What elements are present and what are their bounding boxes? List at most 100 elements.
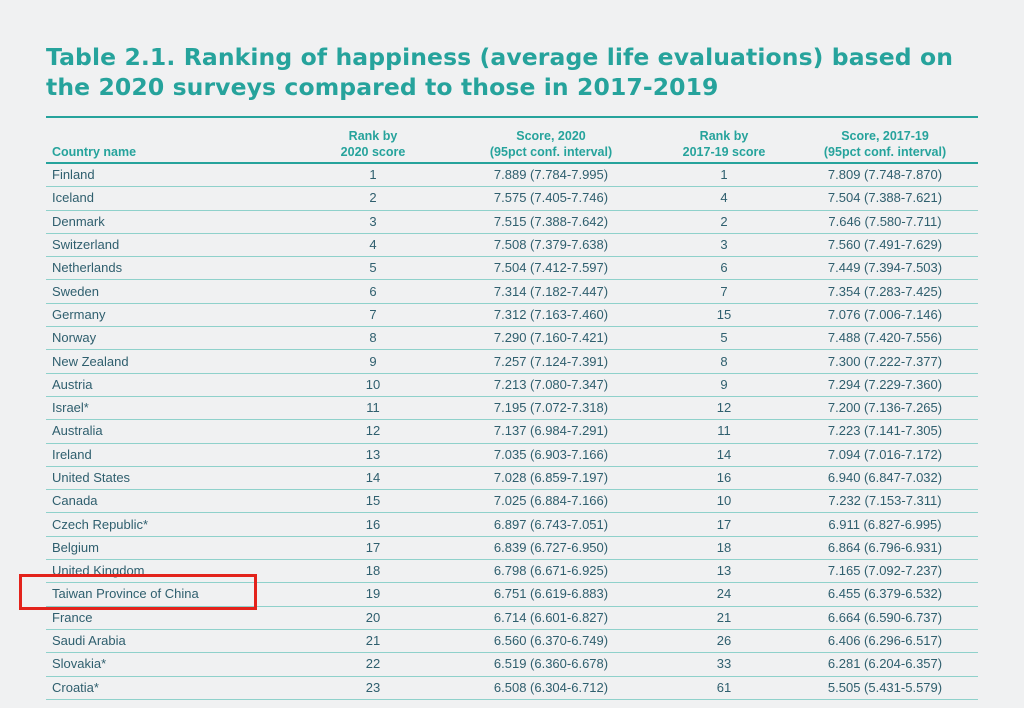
table-row: Czech Republic* 16 6.897 (6.743-7.051) 17 6.… — [46, 512, 978, 537]
cell-country-name: Saudi Arabia — [46, 629, 300, 654]
cell-rank-2017-19: 21 — [656, 606, 792, 630]
cell-score-2020: 7.889 (7.784-7.995) — [446, 163, 656, 188]
cell-country-name: Ireland — [46, 443, 300, 467]
cell-rank-2020: 8 — [300, 326, 446, 351]
table-row: United Kingdom 18 6.798 (6.671-6.925) 13 7.1… — [46, 559, 978, 584]
cell-score-2020: 7.025 (6.884-7.166) — [446, 489, 656, 514]
cell-rank-2017-19: 2 — [656, 210, 792, 234]
cell-country-name: Norway — [46, 326, 300, 351]
cell-rank-2020: 16 — [300, 512, 446, 537]
cell-rank-2020: 17 — [300, 536, 446, 561]
cell-score-2020: 6.839 (6.727-6.950) — [446, 536, 656, 561]
cell-score-2020: 6.751 (6.619-6.883) — [446, 582, 656, 607]
cell-score-2017-19: 7.809 (7.748-7.870) — [792, 163, 978, 188]
cell-country-name: Sweden — [46, 279, 300, 304]
cell-rank-2017-19: 61 — [656, 676, 792, 700]
cell-rank-2020: 6 — [300, 279, 446, 304]
cell-score-2020: 7.290 (7.160-7.421) — [446, 326, 656, 351]
cell-score-2017-19: 6.455 (6.379-6.532) — [792, 582, 978, 607]
cell-rank-2017-19: 8 — [656, 349, 792, 374]
table-title: Table 2.1. Ranking of happiness (average… — [46, 43, 954, 101]
cell-country-name: Finland — [46, 163, 300, 188]
cell-rank-2020: 13 — [300, 443, 446, 467]
cell-country-name: Denmark — [46, 210, 300, 234]
header-row: Country name Rank by 2020 score Score, 20… — [46, 118, 978, 164]
cell-rank-2017-19: 6 — [656, 256, 792, 281]
cell-score-2017-19: 7.646 (7.580-7.711) — [792, 210, 978, 234]
cell-country-name: France — [46, 606, 300, 630]
cell-rank-2020: 11 — [300, 396, 446, 421]
cell-rank-2017-19: 14 — [656, 443, 792, 467]
cell-country-name: Slovakia* — [46, 652, 300, 677]
cell-country-name: Croatia* — [46, 676, 300, 700]
cell-rank-2017-19: 12 — [656, 396, 792, 421]
cell-score-2017-19: 7.354 (7.283-7.425) — [792, 279, 978, 304]
cell-score-2017-19: 6.911 (6.827-6.995) — [792, 512, 978, 537]
cell-score-2020: 7.035 (6.903-7.166) — [446, 443, 656, 467]
cell-rank-2017-19: 16 — [656, 466, 792, 491]
table-row: New Zealand 9 7.257 (7.124-7.391) 8 7.300 (7… — [46, 349, 978, 374]
cell-score-2020: 7.504 (7.412-7.597) — [446, 256, 656, 281]
cell-country-name: United States — [46, 466, 300, 491]
cell-score-2020: 7.314 (7.182-7.447) — [446, 279, 656, 304]
cell-score-2020: 6.560 (6.370-6.749) — [446, 629, 656, 654]
cell-rank-2017-19: 5 — [656, 326, 792, 351]
highlight-box — [19, 574, 257, 610]
cell-score-2020: 7.515 (7.388-7.642) — [446, 210, 656, 234]
table-row: Iceland 2 7.575 (7.405-7.746) 4 7.504 (7.388… — [46, 186, 978, 211]
header-score-2020-line2: (95pct conf. interval) — [489, 145, 613, 159]
cell-rank-2017-19: 26 — [656, 629, 792, 654]
cell-score-2020: 6.897 (6.743-7.051) — [446, 512, 656, 537]
header-score-2017-19: Score, 2017-19 (95pct conf. interval) — [792, 118, 978, 164]
cell-rank-2020: 21 — [300, 629, 446, 654]
happiness-ranking-table: Country name Rank by 2020 score Score, 20… — [46, 118, 978, 700]
header-rank-2020: Rank by 2020 score — [300, 118, 446, 164]
cell-score-2017-19: 6.406 (6.296-6.517) — [792, 629, 978, 654]
cell-score-2020: 7.508 (7.379-7.638) — [446, 233, 656, 258]
cell-score-2017-19: 6.864 (6.796-6.931) — [792, 536, 978, 561]
cell-score-2020: 7.575 (7.405-7.746) — [446, 186, 656, 211]
table-row: Slovakia* 22 6.519 (6.360-6.678) 33 6.281 (6… — [46, 652, 978, 677]
table-row: Taiwan Province of China 19 6.751 (6.619-6… — [46, 582, 978, 607]
cell-score-2020: 7.028 (6.859-7.197) — [446, 466, 656, 491]
table-row: Switzerland 4 7.508 (7.379-7.638) 3 7.560 (7… — [46, 233, 978, 258]
header-rank-2020-line1: Rank by — [348, 129, 398, 143]
table-row: Canada 15 7.025 (6.884-7.166) 10 7.232 (7.15… — [46, 489, 978, 514]
table-row: Saudi Arabia 21 6.560 (6.370-6.749) 26 6.406… — [46, 629, 978, 654]
cell-score-2020: 6.519 (6.360-6.678) — [446, 652, 656, 677]
cell-rank-2017-19: 10 — [656, 489, 792, 514]
cell-country-name: Israel* — [46, 396, 300, 421]
header-country-name: Country name — [46, 118, 300, 164]
header-score-2020: Score, 2020 (95pct conf. interval) — [446, 118, 656, 164]
cell-score-2017-19: 7.449 (7.394-7.503) — [792, 256, 978, 281]
cell-score-2020: 7.213 (7.080-7.347) — [446, 373, 656, 397]
table-row: France 20 6.714 (6.601-6.827) 21 6.664 (6.59… — [46, 606, 978, 630]
cell-rank-2020: 19 — [300, 582, 446, 607]
cell-rank-2020: 22 — [300, 652, 446, 677]
cell-country-name: Switzerland — [46, 233, 300, 258]
cell-country-name: Germany — [46, 303, 300, 328]
cell-score-2020: 6.798 (6.671-6.925) — [446, 559, 656, 584]
cell-score-2017-19: 7.200 (7.136-7.265) — [792, 396, 978, 421]
cell-rank-2017-19: 3 — [656, 233, 792, 258]
cell-score-2017-19: 7.300 (7.222-7.377) — [792, 349, 978, 374]
cell-score-2017-19: 7.165 (7.092-7.237) — [792, 559, 978, 584]
table-row: Austria 10 7.213 (7.080-7.347) 9 7.294 (7.22… — [46, 373, 978, 397]
cell-country-name: Australia — [46, 419, 300, 444]
cell-rank-2020: 14 — [300, 466, 446, 491]
header-rank-2017-19-line1: Rank by — [699, 129, 749, 143]
header-rank-2020-line2: 2020 score — [340, 145, 406, 159]
cell-country-name: Taiwan Province of China — [46, 582, 300, 607]
cell-rank-2017-19: 24 — [656, 582, 792, 607]
top-rule — [46, 116, 978, 118]
cell-country-name: New Zealand — [46, 349, 300, 374]
cell-score-2017-19: 7.294 (7.229-7.360) — [792, 373, 978, 397]
cell-rank-2017-19: 1 — [656, 163, 792, 188]
header-rank-2017-19: Rank by 2017-19 score — [656, 118, 792, 164]
cell-rank-2017-19: 13 — [656, 559, 792, 584]
cell-score-2017-19: 7.232 (7.153-7.311) — [792, 489, 978, 514]
table-body: Finland 1 7.889 (7.784-7.995) 1 7.809 (7.748… — [46, 163, 978, 700]
table-row: Croatia* 23 6.508 (6.304-6.712) 61 5.505 (5.… — [46, 676, 978, 700]
cell-score-2017-19: 6.281 (6.204-6.357) — [792, 652, 978, 677]
cell-rank-2017-19: 15 — [656, 303, 792, 328]
